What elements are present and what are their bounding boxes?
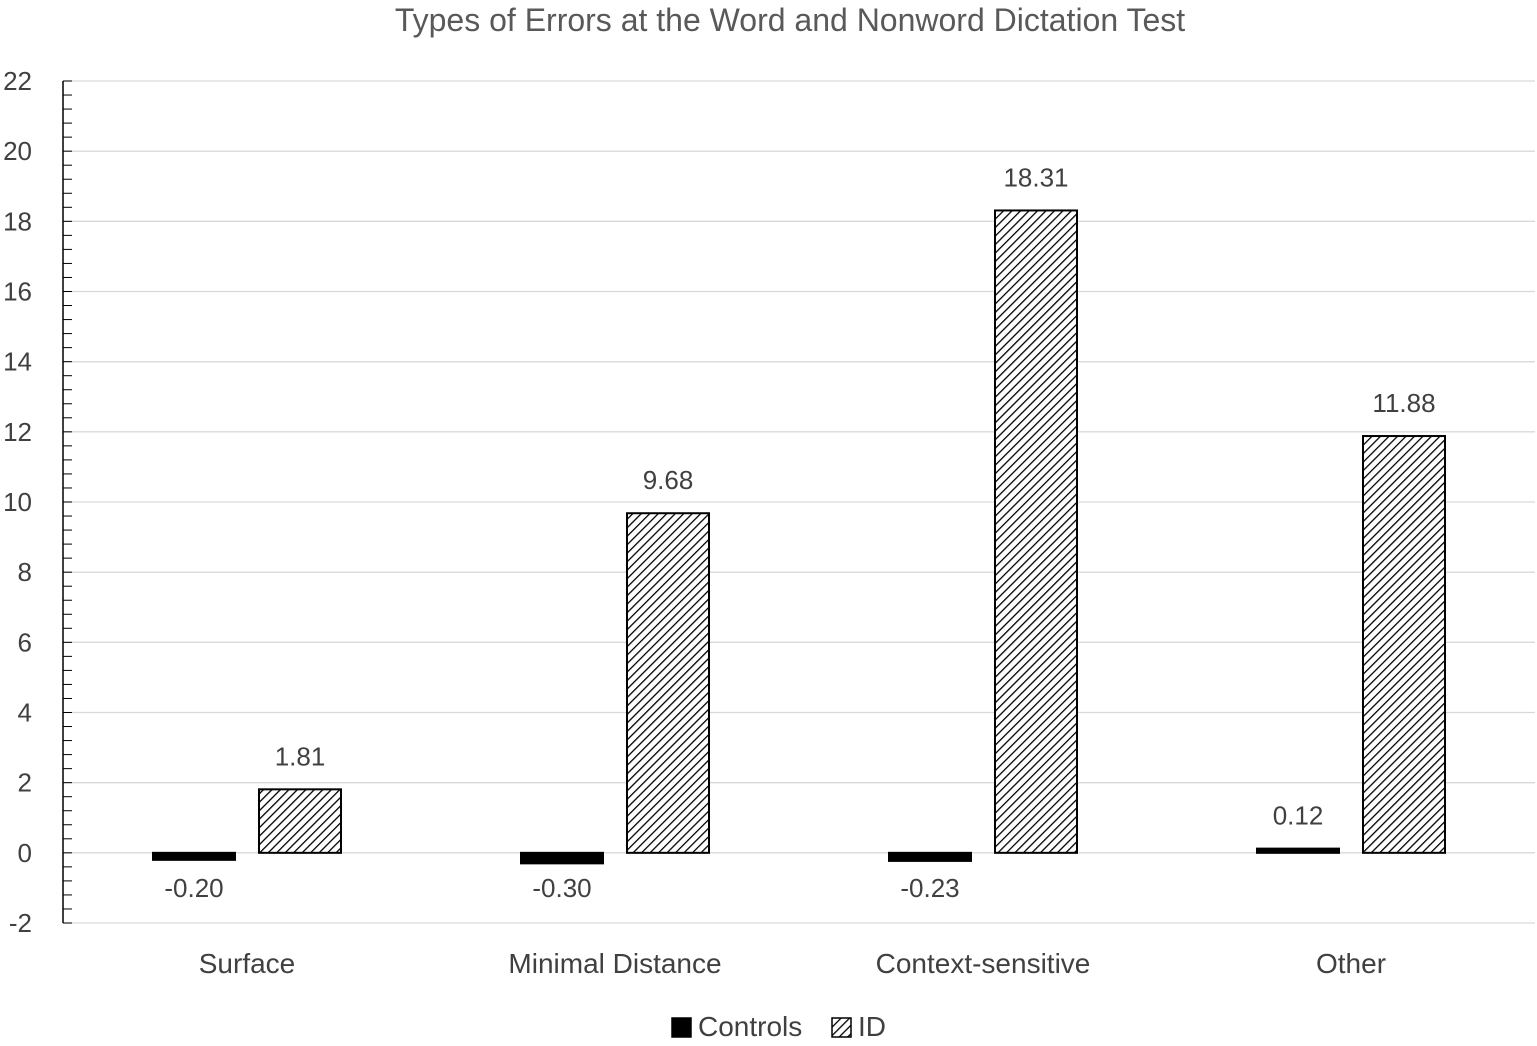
bar-id-other — [1362, 435, 1446, 854]
bar-controls-other — [1256, 847, 1340, 854]
bar-id-context-sensitive — [994, 209, 1078, 854]
bar-controls-minimal-distance — [520, 851, 604, 865]
legend: Controls ID — [671, 1011, 886, 1042]
y-tick-label: 18 — [3, 206, 32, 236]
legend-swatch-id — [831, 1017, 852, 1038]
y-tick-label: 6 — [18, 627, 32, 657]
y-tick-label: 12 — [3, 417, 32, 447]
data-labels: -0.20 1.81 -0.30 9.68 -0.23 18.31 0.12 11.88 — [164, 162, 1435, 902]
y-tick-label: 0 — [18, 838, 32, 868]
data-label: -0.30 — [532, 873, 591, 903]
legend-label-controls: Controls — [698, 1011, 802, 1042]
y-tick-label: -2 — [9, 908, 32, 938]
data-label: 18.31 — [1003, 162, 1068, 192]
y-tick-label: 8 — [18, 557, 32, 587]
legend-label-id: ID — [858, 1011, 886, 1042]
data-label: -0.23 — [900, 873, 959, 903]
y-tick-label: 20 — [3, 136, 32, 166]
data-label: -0.20 — [164, 873, 223, 903]
data-label: 1.81 — [275, 741, 326, 771]
chart-title: Types of Errors at the Word and Nonword … — [395, 2, 1185, 38]
x-category-label: Context-sensitive — [876, 948, 1091, 979]
data-label: 0.12 — [1273, 801, 1324, 831]
bar-id-surface — [258, 788, 342, 854]
x-category-label: Other — [1316, 948, 1386, 979]
bar-id-minimal-distance — [626, 512, 710, 854]
y-tick-label: 22 — [3, 66, 32, 96]
y-tick-label: 16 — [3, 277, 32, 307]
bars — [152, 209, 1446, 865]
legend-swatch-controls — [671, 1017, 692, 1038]
x-category-label: Surface — [199, 948, 296, 979]
y-tick-label: 2 — [18, 768, 32, 798]
y-tick-label: 14 — [3, 347, 32, 377]
y-tick-label: 4 — [18, 698, 32, 728]
x-category-label: Minimal Distance — [508, 948, 721, 979]
data-label: 11.88 — [1372, 388, 1435, 418]
y-tick-label: 10 — [3, 487, 32, 517]
gridlines — [63, 80, 1535, 924]
bar-controls-context-sensitive — [888, 851, 972, 862]
data-label: 9.68 — [643, 465, 694, 495]
bar-controls-surface — [152, 851, 236, 861]
x-axis-labels: Surface Minimal Distance Context-sensitive… — [199, 948, 1386, 979]
y-axis: -2 0 2 4 6 8 10 12 14 16 18 20 22 — [3, 66, 72, 938]
